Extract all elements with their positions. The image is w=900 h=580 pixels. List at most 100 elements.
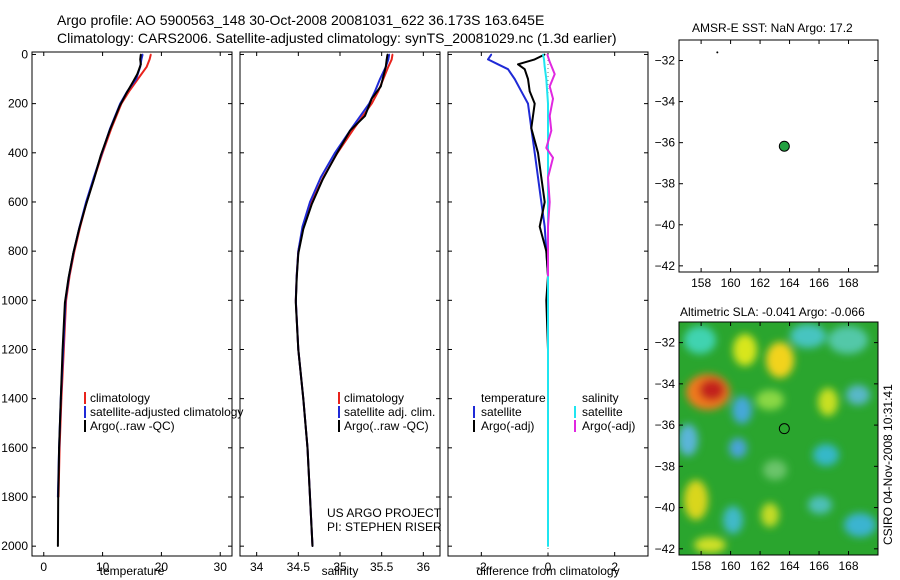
data-point-argo-raw-qc [382, 75, 385, 78]
x-tick-label: 10 [96, 560, 110, 574]
data-point-climatology [391, 53, 394, 56]
data-point-argo-raw-qc [385, 58, 388, 61]
data-point-temperature-satellite [527, 102, 529, 105]
legend-label-argo: Argo(..raw -QC) [344, 419, 429, 433]
prior-position-marker [716, 51, 719, 54]
x-tick-label: 166 [809, 559, 829, 573]
data-point-climatology [387, 65, 390, 68]
data-point-temperature-argo-adj [543, 53, 546, 56]
y-tick-label: −34 [655, 95, 676, 109]
data-point-salinity-argo-adj [548, 61, 551, 63]
data-point-temperature-argo-adj [517, 63, 519, 66]
data-point-climatology [390, 58, 393, 61]
data-point-satellite-adj-clim [309, 201, 311, 203]
y-tick-label: −40 [655, 218, 676, 232]
data-point-temperature-satellite [533, 152, 536, 154]
data-point-argo-raw-qc [100, 154, 102, 157]
data-point-argo-raw-qc [335, 154, 337, 157]
x-tick-label: 35 [333, 560, 347, 574]
float-position-marker [778, 423, 790, 435]
data-point-argo-raw-qc [57, 545, 59, 547]
x-axis-label: difference from climatology [476, 564, 619, 578]
project-label: US ARGO PROJECT [327, 506, 442, 520]
y-tick-label: −42 [655, 542, 676, 556]
data-point-temperature-argo-adj [533, 102, 536, 105]
data-point-argo-raw-qc [364, 115, 366, 117]
data-point-argo-raw-qc [140, 63, 142, 66]
data-point-argo-raw-qc [295, 301, 297, 304]
data-point-salinity-satellite [547, 201, 549, 203]
sla-map-title: Altimetric SLA: -0.041 Argo: -0.066 [680, 305, 865, 319]
data-point-argo-raw-qc [302, 228, 305, 230]
timestamp-label: CSIRO 04-Nov-2008 10:31:41 [881, 384, 895, 545]
data-point-satellite-adjusted-climatology [141, 53, 144, 56]
data-point-argo-raw-qc [380, 85, 382, 88]
data-point-argo-raw-qc [61, 348, 64, 351]
data-point-temperature-satellite [497, 63, 499, 66]
y-tick-label: −42 [655, 259, 676, 273]
y-tick-label: −40 [655, 501, 676, 515]
data-point-salinity-satellite [547, 496, 549, 498]
data-point-temperature-satellite [543, 225, 546, 228]
x-tick-label: 2 [611, 560, 618, 574]
x-tick-label: 166 [809, 276, 829, 290]
data-point-argo-raw-qc [92, 179, 95, 181]
data-point-temperature-argo-adj [528, 90, 531, 93]
data-point-argo-raw-qc [349, 129, 351, 132]
data-point-argo-raw-qc [297, 348, 300, 351]
data-point-satellite-adj-clim [387, 58, 390, 61]
legend-title-temperature: temperature [481, 391, 546, 405]
data-point-temperature-argo-adj [545, 299, 548, 302]
float-position-marker [778, 140, 790, 152]
data-point-argo-raw-qc [309, 496, 311, 498]
data-point-argo-raw-qc [136, 73, 139, 75]
data-point-temperature-satellite [513, 78, 516, 80]
legend-label-satellite-adjusted: satellite-adjusted climatology [90, 405, 243, 419]
data-point-salinity-argo-adj [547, 176, 549, 179]
x-tick-label: 34 [250, 560, 264, 574]
data-point-climatology [145, 65, 148, 68]
data-point-argo-raw-qc [302, 397, 305, 400]
data-point-argo-raw-qc [138, 68, 140, 71]
sst-map: 158 160 162 164 166 168 −32 −34 −36 −38 −40 −42 [655, 39, 879, 290]
data-point-argo-raw-qc [78, 228, 80, 230]
data-point-climatology [148, 58, 151, 61]
series-line-argo-raw-qc [56, 54, 142, 547]
x-tick-label: 30 [214, 560, 228, 574]
data-point-climatology [137, 78, 139, 80]
axes-frame [31, 51, 233, 557]
data-point-salinity-argo-adj [548, 85, 551, 88]
data-point-temperature-argo-adj [533, 58, 536, 61]
data-point-argo-raw-qc [132, 80, 134, 83]
x-tick-label: 158 [691, 559, 711, 573]
y-tick-label: 2000 [1, 539, 28, 553]
data-point-salinity-satellite [543, 65, 546, 68]
x-tick-label: 168 [839, 559, 859, 573]
data-point-satellite-adj-clim [334, 152, 336, 154]
legend-label-argo: Argo(..raw -QC) [90, 419, 175, 433]
salinity-profile-chart: 34 34.5 35 35.5 36 salinity [239, 51, 441, 578]
y-tick-label: −38 [655, 177, 676, 191]
legend-label-sal-argo: Argo(-adj) [582, 419, 635, 433]
x-tick-label: 0 [545, 560, 552, 574]
figure-title: Argo profile: AO 5900563_148 30-Oct-2008… [57, 12, 544, 28]
data-point-salinity-argo-adj [547, 225, 549, 228]
data-point-argo-raw-qc [85, 203, 87, 206]
figure-subtitle: Climatology: CARS2006. Satellite-adjuste… [57, 30, 617, 46]
data-point-argo-raw-qc [67, 277, 70, 279]
data-point-argo-raw-qc [321, 179, 324, 181]
data-point-argo-raw-qc [311, 545, 314, 547]
data-point-salinity-argo-adj [545, 147, 548, 149]
data-point-salinity-satellite [545, 78, 548, 80]
data-point-temperature-satellite [487, 58, 489, 61]
y-tick-label: 1200 [1, 342, 28, 356]
y-tick-label: 400 [8, 146, 28, 160]
data-point-satellite-adj-clim [301, 225, 304, 228]
y-tick-label: −36 [655, 136, 676, 150]
data-point-argo-raw-qc [306, 447, 309, 449]
x-tick-label: -2 [476, 560, 487, 574]
y-tick-label: 600 [8, 195, 28, 209]
data-point-argo-raw-qc [385, 65, 387, 68]
